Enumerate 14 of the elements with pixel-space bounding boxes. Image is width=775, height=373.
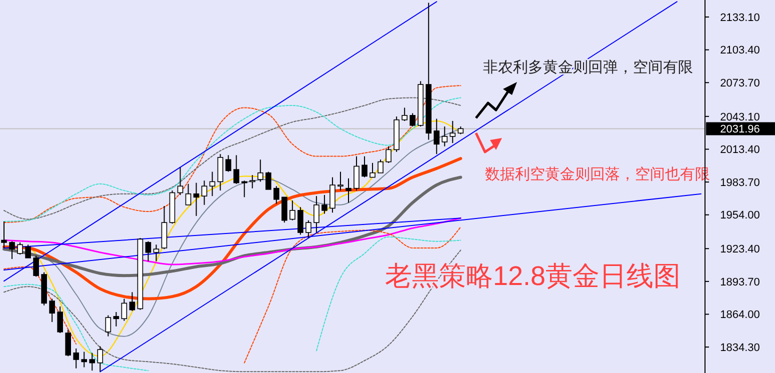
y-tick-label: 1923.40 (720, 243, 760, 256)
ref-line-label: 2031.96 (720, 124, 760, 136)
y-tick-label: 1983.70 (720, 176, 760, 189)
y-tick-label: 1893.70 (720, 276, 760, 288)
y-tick-label: 1834.30 (720, 342, 760, 354)
y-tick-label: 2013.40 (720, 144, 760, 156)
annotation: 老黑策略12.8黄金日线图 (385, 261, 681, 291)
y-tick-label: 2103.40 (720, 44, 760, 57)
y-tick-label: 1864.00 (720, 309, 760, 322)
annotation: 非农利多黄金则回弹，空间有限 (483, 59, 693, 76)
y-tick-label: 1954.00 (720, 210, 760, 222)
y-tick-label: 2133.10 (720, 12, 760, 24)
y-tick-label: 2043.10 (720, 111, 760, 124)
y-tick-label: 2073.70 (720, 77, 760, 90)
